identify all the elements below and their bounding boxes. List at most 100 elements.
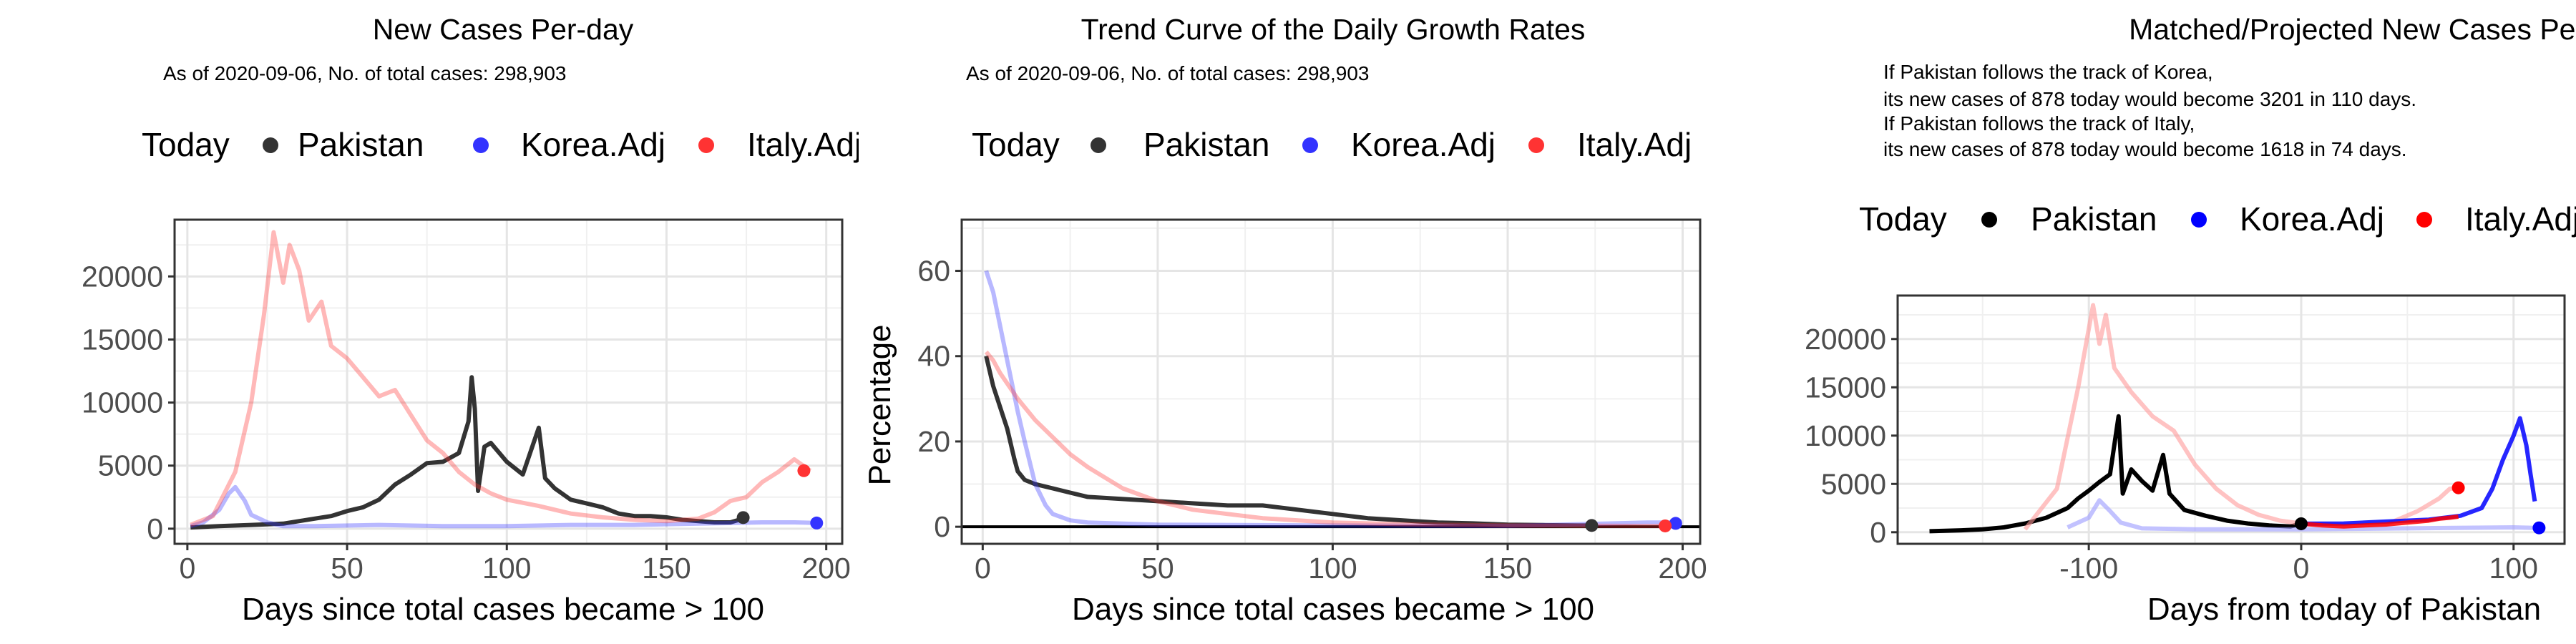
y-tick-label: 20 bbox=[917, 425, 950, 458]
plot-border bbox=[960, 218, 1702, 545]
y-tick-label: 5000 bbox=[98, 449, 163, 482]
x-tick-label: 50 bbox=[1141, 552, 1174, 585]
legend-key-italy bbox=[2416, 212, 2432, 228]
x-tick-label: 100 bbox=[2489, 552, 2538, 585]
series-group bbox=[984, 270, 1682, 532]
legend-label-italy: Italy.Adj bbox=[1577, 126, 1692, 163]
series-line-pakistan bbox=[1929, 414, 2302, 534]
today-point-korea-adj bbox=[1669, 517, 1682, 530]
x-tick-label: 0 bbox=[975, 552, 991, 585]
y-tick-label: 15000 bbox=[1805, 371, 1886, 404]
chart-subtitle: If Pakistan follows the track of Korea, … bbox=[1883, 61, 2416, 160]
chart-panel-new-cases: New Cases Per-day As of 2020-09-06, No. … bbox=[0, 0, 859, 644]
growth-rate-chart: Trend Curve of the Daily Growth Rates As… bbox=[862, 13, 1707, 627]
legend-key-korea bbox=[473, 137, 489, 153]
legend-label-italy: Italy.Adj bbox=[747, 126, 859, 163]
plot-area: 0 50 100 150 200 0 5000 10000 15000 20000 bbox=[82, 218, 851, 585]
legend-key-korea bbox=[1302, 137, 1318, 153]
today-point-pakistan bbox=[1585, 519, 1599, 532]
x-tick-label: 50 bbox=[331, 552, 364, 585]
chart-panel-projected: Matched/Projected New Cases Per-day If P… bbox=[1717, 0, 2576, 644]
series-line-korea-adj bbox=[190, 484, 820, 529]
plot-background bbox=[1898, 296, 2565, 544]
legend: Today Pakistan Korea.Adj Italy.Adj bbox=[972, 126, 1692, 163]
legend-label-italy: Italy.Adj bbox=[2465, 200, 2576, 238]
today-point-pakistan bbox=[736, 511, 750, 525]
legend-title: Today bbox=[1859, 200, 1947, 238]
x-tick-label: 100 bbox=[482, 552, 531, 585]
subtitle-line: If Pakistan follows the track of Italy, bbox=[1883, 112, 2195, 135]
subtitle-line: If Pakistan follows the track of Korea, bbox=[1883, 61, 2213, 83]
series-line-pakistan bbox=[984, 356, 1596, 528]
plot-background bbox=[962, 220, 1700, 544]
legend-key-pakistan bbox=[1091, 137, 1106, 153]
legend-key-italy bbox=[698, 137, 714, 153]
y-axis-label: Percentage bbox=[862, 324, 897, 485]
legend-key-italy bbox=[1528, 137, 1544, 153]
x-tick-label: 100 bbox=[1308, 552, 1357, 585]
legend-title: Today bbox=[972, 126, 1060, 163]
legend-title: Today bbox=[142, 126, 230, 163]
legend-label-korea: Korea.Adj bbox=[521, 126, 665, 163]
x-tick-label: 200 bbox=[1658, 552, 1707, 585]
today-point-korea-adj bbox=[2532, 521, 2546, 535]
y-tick-label: 0 bbox=[934, 510, 950, 543]
series-group bbox=[1929, 303, 2546, 535]
today-point-korea-adj bbox=[810, 516, 824, 530]
legend: Today Pakistan Korea.Adj Italy.Adj bbox=[1859, 200, 2576, 238]
today-point-pakistan bbox=[2294, 517, 2308, 530]
legend-key-pakistan bbox=[263, 137, 278, 153]
series-line-korea-adj bbox=[984, 270, 1676, 528]
legend-key-pakistan bbox=[1981, 212, 1997, 228]
legend-label-pakistan: Pakistan bbox=[298, 126, 424, 163]
y-tick-label: 0 bbox=[1870, 516, 1886, 549]
series-line-italy-adj bbox=[984, 350, 1672, 528]
x-tick-label: 200 bbox=[801, 552, 850, 585]
chart-title: Matched/Projected New Cases Per-day bbox=[2129, 13, 2576, 46]
series-line-italy-adj-bg bbox=[2023, 303, 2459, 531]
chart-subtitle: As of 2020-09-06, No. of total cases: 29… bbox=[163, 62, 566, 84]
y-tick-label: 40 bbox=[917, 340, 950, 373]
legend-label-pakistan: Pakistan bbox=[2031, 200, 2157, 238]
legend-key-korea bbox=[2191, 212, 2207, 228]
chart-title: New Cases Per-day bbox=[373, 13, 634, 46]
x-tick-label: 0 bbox=[179, 552, 195, 585]
x-axis-label: Days since total cases became > 100 bbox=[1072, 592, 1594, 627]
y-tick-label: 5000 bbox=[1821, 467, 1886, 500]
plot-border bbox=[173, 218, 844, 545]
legend-label-pakistan: Pakistan bbox=[1143, 126, 1269, 163]
series-line-pakistan bbox=[190, 375, 747, 530]
today-point-italy-adj bbox=[1659, 519, 1672, 532]
legend-label-korea: Korea.Adj bbox=[2240, 200, 2384, 238]
y-tick-label: 20000 bbox=[82, 260, 163, 293]
y-tick-label: 20000 bbox=[1805, 323, 1886, 356]
y-tick-label: 60 bbox=[917, 255, 950, 288]
plot-background bbox=[175, 220, 842, 544]
series-group bbox=[190, 230, 824, 530]
subtitle-line: its new cases of 878 today would become … bbox=[1883, 88, 2416, 110]
today-point-italy-adj bbox=[797, 464, 811, 477]
x-tick-label: 0 bbox=[2293, 552, 2310, 585]
x-tick-label: 150 bbox=[642, 552, 691, 585]
y-tick-label: 15000 bbox=[82, 323, 163, 356]
series-line-italy-adj bbox=[2301, 514, 2459, 529]
chart-panel-growth-rates: Trend Curve of the Daily Growth Rates As… bbox=[859, 0, 1717, 644]
new-cases-chart: New Cases Per-day As of 2020-09-06, No. … bbox=[82, 13, 859, 627]
series-line-korea-adj bbox=[2301, 416, 2537, 526]
plot-area: -100 0 100 0 5000 10000 15000 20000 bbox=[1805, 294, 2566, 585]
today-point-italy-adj bbox=[2451, 481, 2465, 494]
legend: Today Pakistan Korea.Adj Italy.Adj bbox=[142, 126, 859, 163]
x-axis-label: Days since total cases became > 100 bbox=[242, 592, 764, 627]
chart-title: Trend Curve of the Daily Growth Rates bbox=[1081, 13, 1586, 46]
y-tick-label: 10000 bbox=[82, 386, 163, 419]
plot-border bbox=[1896, 294, 2566, 545]
projected-cases-chart: Matched/Projected New Cases Per-day If P… bbox=[1805, 13, 2576, 627]
legend-label-korea: Korea.Adj bbox=[1351, 126, 1496, 163]
y-tick-label: 10000 bbox=[1805, 419, 1886, 452]
series-line-korea-adj-bg bbox=[2067, 498, 2535, 532]
subtitle-line: its new cases of 878 today would become … bbox=[1883, 138, 2407, 160]
x-axis-label: Days from today of Pakistan bbox=[2147, 592, 2541, 627]
chart-subtitle: As of 2020-09-06, No. of total cases: 29… bbox=[966, 62, 1369, 84]
y-tick-label: 0 bbox=[147, 512, 163, 545]
x-tick-label: -100 bbox=[2059, 552, 2118, 585]
